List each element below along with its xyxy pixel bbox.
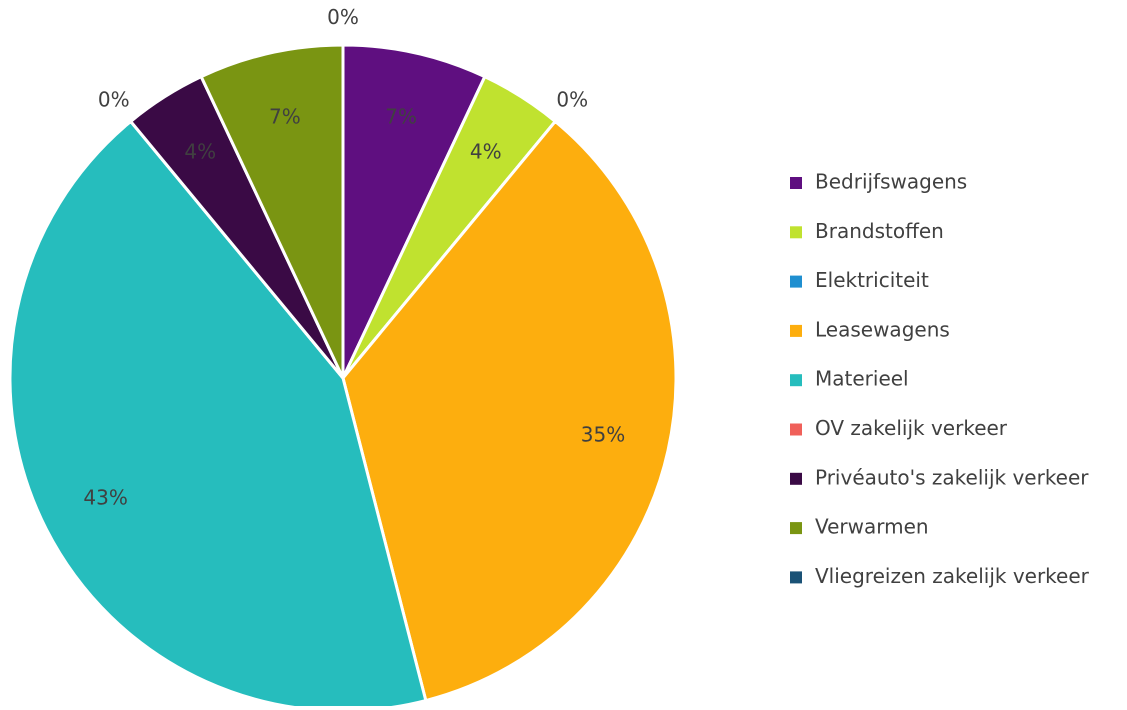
legend-label: Materieel: [815, 367, 909, 391]
slice-label: 7%: [269, 105, 301, 129]
legend-label: Brandstoffen: [815, 219, 944, 243]
pie-slice: [341, 43, 487, 379]
legend-label: Elektriciteit: [815, 268, 929, 292]
slice-label: 4%: [470, 140, 502, 164]
legend-label: OV zakelijk verkeer: [815, 416, 1008, 440]
legend-swatch: [790, 275, 802, 288]
legend-label: Bedrijfswagens: [815, 170, 967, 194]
legend-swatch: [790, 226, 802, 239]
legend-swatch: [790, 423, 802, 436]
legend-label: Privéauto's zakelijk verkeer: [815, 465, 1089, 489]
pie-slice: [199, 43, 345, 379]
pie-slice: [341, 119, 678, 703]
legend-label: Vliegreizen zakelijk verkeer: [815, 564, 1090, 588]
slice-label: 0%: [556, 87, 588, 111]
legend-swatch: [790, 324, 802, 337]
slice-label: 0%: [327, 5, 359, 29]
legend-swatch: [790, 522, 802, 535]
legend-swatch: [790, 374, 802, 387]
slice-label: 43%: [83, 485, 127, 509]
legend-swatch: [790, 571, 802, 584]
legend-label: Leasewagens: [815, 317, 950, 341]
slice-label: 0%: [98, 87, 130, 111]
slice-label: 35%: [581, 423, 625, 447]
slice-label: 4%: [184, 140, 216, 164]
slice-label: 7%: [385, 105, 417, 129]
legend-label: Verwarmen: [815, 515, 929, 539]
legend-swatch: [790, 177, 802, 189]
legend-swatch: [790, 472, 802, 485]
